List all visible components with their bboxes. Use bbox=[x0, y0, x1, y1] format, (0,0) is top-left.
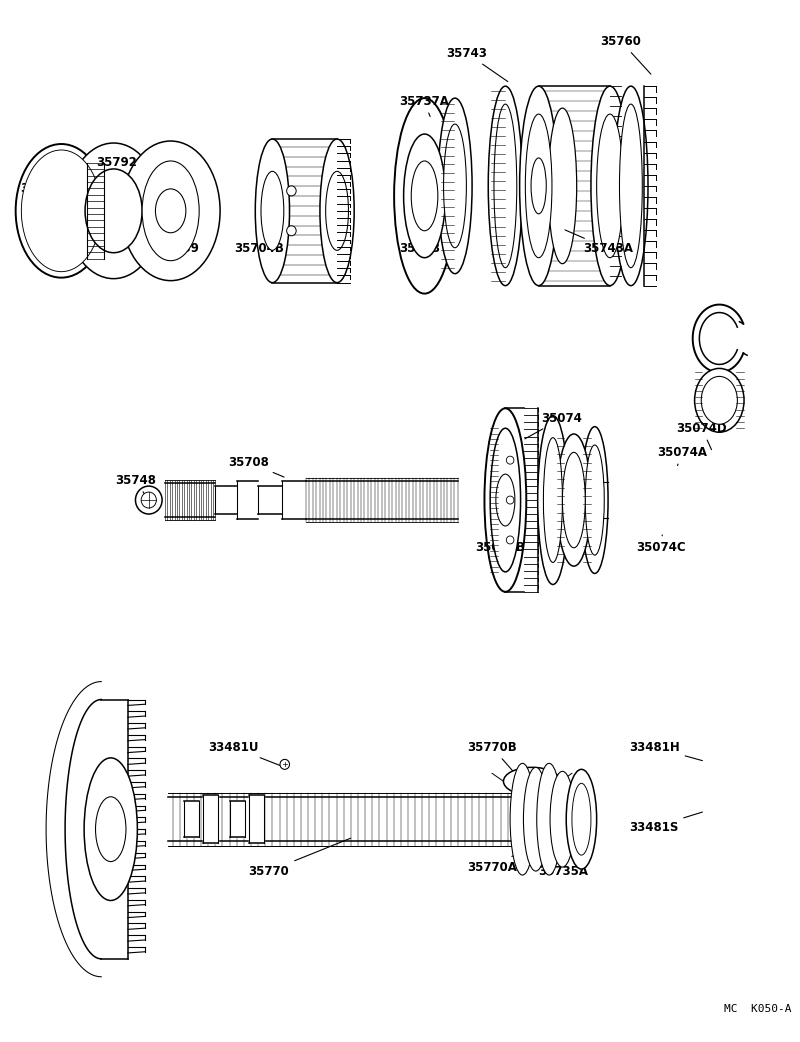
Ellipse shape bbox=[84, 758, 138, 900]
Ellipse shape bbox=[510, 764, 535, 875]
Text: 35074A: 35074A bbox=[658, 446, 707, 466]
Text: 35074C: 35074C bbox=[637, 535, 686, 554]
Ellipse shape bbox=[503, 767, 561, 795]
Text: 33481H: 33481H bbox=[629, 741, 702, 761]
Text: 35743: 35743 bbox=[446, 47, 508, 81]
Text: 35074D: 35074D bbox=[677, 422, 727, 450]
Text: 35735A: 35735A bbox=[538, 853, 589, 877]
Text: 35748: 35748 bbox=[115, 474, 157, 496]
Ellipse shape bbox=[526, 114, 552, 257]
Ellipse shape bbox=[523, 767, 548, 871]
Ellipse shape bbox=[562, 452, 586, 548]
Text: 35792: 35792 bbox=[97, 156, 138, 173]
Circle shape bbox=[280, 760, 290, 769]
Ellipse shape bbox=[485, 408, 526, 592]
Ellipse shape bbox=[550, 771, 574, 867]
Ellipse shape bbox=[582, 426, 608, 573]
Text: 35737A: 35737A bbox=[399, 95, 449, 117]
Ellipse shape bbox=[538, 416, 568, 585]
Ellipse shape bbox=[438, 98, 472, 274]
Text: 35743A: 35743A bbox=[565, 230, 634, 255]
Text: MC  K050-A: MC K050-A bbox=[724, 1003, 791, 1014]
Circle shape bbox=[286, 185, 296, 196]
Ellipse shape bbox=[614, 86, 648, 286]
Text: 35074B: 35074B bbox=[475, 535, 525, 554]
Text: 33481U: 33481U bbox=[209, 741, 282, 766]
Ellipse shape bbox=[557, 433, 591, 566]
Ellipse shape bbox=[155, 189, 186, 232]
Ellipse shape bbox=[142, 160, 199, 260]
Ellipse shape bbox=[66, 143, 161, 278]
Ellipse shape bbox=[531, 158, 546, 214]
Ellipse shape bbox=[394, 98, 455, 294]
Circle shape bbox=[506, 456, 514, 464]
Ellipse shape bbox=[404, 134, 446, 257]
Text: 35738: 35738 bbox=[399, 230, 440, 255]
Ellipse shape bbox=[411, 160, 438, 230]
Ellipse shape bbox=[702, 376, 738, 424]
Ellipse shape bbox=[548, 108, 577, 264]
Ellipse shape bbox=[122, 141, 220, 280]
Circle shape bbox=[286, 226, 296, 235]
Ellipse shape bbox=[543, 438, 562, 563]
Text: 35770A: 35770A bbox=[467, 848, 526, 873]
Circle shape bbox=[506, 496, 514, 504]
Ellipse shape bbox=[85, 169, 142, 253]
Circle shape bbox=[135, 487, 162, 514]
Text: 35704B: 35704B bbox=[234, 235, 284, 255]
Text: 35760: 35760 bbox=[601, 34, 651, 74]
Circle shape bbox=[141, 492, 156, 508]
Circle shape bbox=[506, 536, 514, 544]
Ellipse shape bbox=[496, 474, 515, 526]
Ellipse shape bbox=[572, 784, 591, 855]
Ellipse shape bbox=[586, 445, 604, 555]
Ellipse shape bbox=[326, 171, 349, 250]
Ellipse shape bbox=[619, 104, 642, 268]
Ellipse shape bbox=[537, 764, 562, 875]
Ellipse shape bbox=[694, 369, 744, 432]
Ellipse shape bbox=[488, 86, 522, 286]
Ellipse shape bbox=[566, 769, 597, 869]
Text: 35074: 35074 bbox=[525, 412, 582, 439]
Ellipse shape bbox=[591, 86, 629, 286]
Text: 35739: 35739 bbox=[158, 235, 199, 255]
Ellipse shape bbox=[95, 797, 126, 862]
Ellipse shape bbox=[16, 144, 107, 277]
Ellipse shape bbox=[261, 171, 284, 250]
Ellipse shape bbox=[443, 124, 466, 248]
Ellipse shape bbox=[597, 114, 623, 257]
Text: 35770B: 35770B bbox=[467, 741, 522, 783]
Ellipse shape bbox=[255, 139, 290, 282]
Text: 33481S: 33481S bbox=[629, 812, 702, 834]
Ellipse shape bbox=[490, 428, 521, 572]
Text: 35792B: 35792B bbox=[21, 182, 70, 196]
Ellipse shape bbox=[494, 104, 517, 268]
Ellipse shape bbox=[320, 139, 354, 282]
Text: 35708: 35708 bbox=[228, 455, 284, 477]
Ellipse shape bbox=[520, 86, 558, 286]
Ellipse shape bbox=[22, 150, 102, 272]
Text: 35770: 35770 bbox=[249, 838, 350, 877]
